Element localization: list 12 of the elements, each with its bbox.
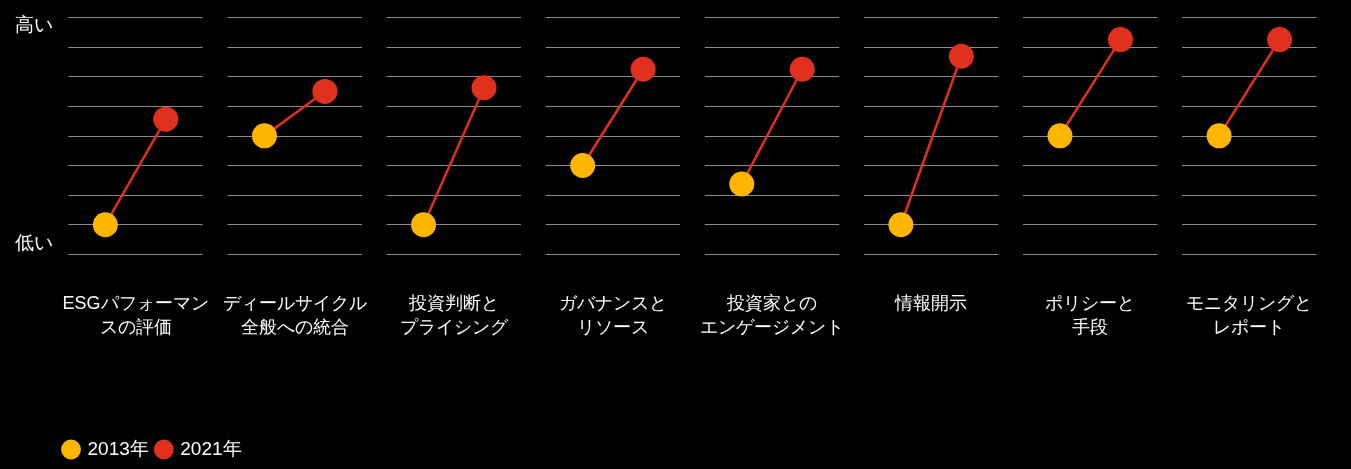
x-tick-label: ポリシーと手段	[1045, 293, 1136, 338]
legend-label: 2013年	[87, 437, 149, 459]
x-tick-label: ガバナンスとリソース	[558, 293, 667, 338]
legend-label: 2021年	[180, 437, 242, 459]
x-tick-label: 情報開示	[894, 293, 968, 314]
x-tick-label: 投資判断とプライシング	[399, 293, 509, 338]
x-tick-label: ESGパフォーマンスの評価	[62, 293, 209, 338]
x-tick-label: 投資家とのエンゲージメント	[700, 293, 844, 338]
text: 低い	[15, 232, 53, 254]
text: 高い	[15, 14, 53, 36]
x-tick-label: ディールサイクル全般への統合	[222, 293, 367, 338]
x-tick-label: モニタリングとレポート	[1186, 293, 1313, 338]
